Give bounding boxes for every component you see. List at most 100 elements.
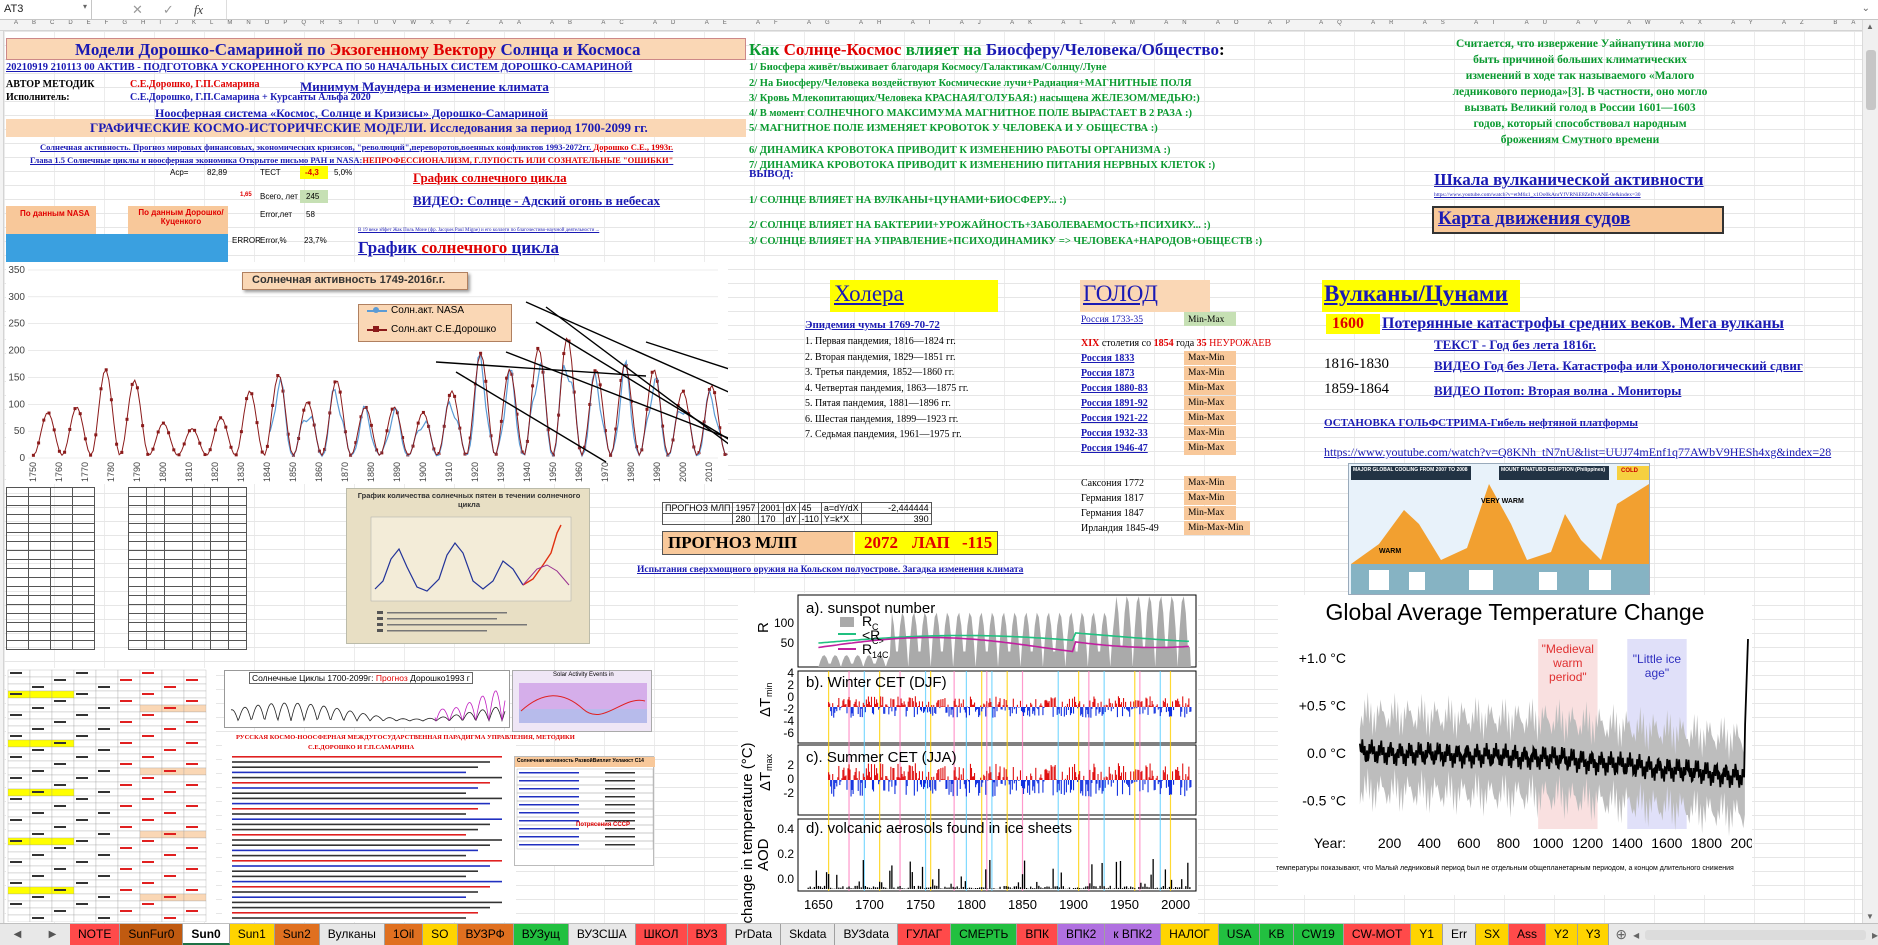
- next-sheet-icon[interactable]: ▶: [48, 929, 57, 940]
- tab-31[interactable]: Y3: [1577, 924, 1610, 945]
- cet-legend-item: <R: [862, 627, 880, 643]
- volcano-scale-link[interactable]: Шкала вулканической активности: [1434, 170, 1704, 189]
- noosphere-link[interactable]: Ноосферная система «Космос, Солнце и Кри…: [155, 106, 548, 120]
- tab-22[interactable]: USA: [1218, 924, 1261, 945]
- exec-value: С.Е.Дорошко, Г.П.Самарина + Курсанты Аль…: [130, 92, 371, 103]
- video-link[interactable]: ВИДЕО: Солнце - Адский огонь в небесах: [413, 193, 661, 208]
- famine-country[interactable]: Россия 1921-22: [1081, 413, 1148, 424]
- ship-map-link[interactable]: Карта движения судов: [1438, 208, 1631, 229]
- horizontal-scrollbar[interactable]: ⊕ ◂ ▸: [1609, 924, 1878, 945]
- tab-23[interactable]: KB: [1260, 924, 1294, 945]
- maunder-link[interactable]: Минимум Маундера и изменение климата: [300, 79, 549, 94]
- tab-3[interactable]: Sun1: [229, 924, 275, 945]
- expand-formula-icon[interactable]: ⌄: [1861, 3, 1870, 14]
- chevron-down-icon[interactable]: ▾: [82, 2, 87, 11]
- forecast-big-val: -115: [962, 533, 993, 552]
- tab-6[interactable]: 1Oil: [384, 924, 424, 945]
- plague-link[interactable]: Эпидемия чумы 1769-70-72: [805, 319, 940, 331]
- tab-27[interactable]: Err: [1442, 924, 1476, 945]
- cet-legend-item: R: [862, 613, 872, 629]
- tab-18[interactable]: ВПК: [1017, 924, 1058, 945]
- scroll-down-icon[interactable]: ▼: [1866, 912, 1874, 921]
- tab-13[interactable]: PrData: [726, 924, 782, 945]
- tab-4[interactable]: Sun2: [274, 924, 320, 945]
- gulfstream-link[interactable]: ОСТАНОВКА ГОЛЬФСТРИМА-Гибель нефтяной пл…: [1324, 417, 1638, 429]
- influence-item: 6/ ДИНАМИКА КРОВОТОКА ПРИВОДИТ К ИЗМЕНЕН…: [749, 145, 1171, 156]
- tab-21[interactable]: НАЛОГ: [1161, 924, 1219, 945]
- solar-cycle-link-2[interactable]: График солнечного цикла: [358, 238, 559, 257]
- column-headers: ABCDEFGHIJKLMNOPQRSTUVWXYZ AA AB AC AD A…: [0, 20, 1862, 31]
- cholera-title[interactable]: Холера: [834, 281, 904, 306]
- name-box[interactable]: AT3 ▾: [0, 0, 92, 19]
- function-icon[interactable]: fx: [193, 2, 204, 17]
- sunspot-thumb-graphic: [370, 516, 572, 632]
- famine-russia-1733[interactable]: Россия 1733-35: [1081, 315, 1143, 325]
- tab-16[interactable]: ГУЛАГ: [898, 924, 952, 945]
- solar-cycle-link[interactable]: График солнечного цикла: [413, 170, 567, 185]
- confirm-icon[interactable]: ✓: [162, 2, 174, 17]
- tab-12[interactable]: ВУЗ: [687, 924, 727, 945]
- tab-14[interactable]: Skdata: [781, 924, 836, 945]
- hscroll-thumb[interactable]: [1645, 929, 1866, 940]
- volcano-url[interactable]: https://www.youtube.com/watch?v=etM6z1_x…: [1434, 192, 1641, 198]
- chapter-link[interactable]: Глава 1.5 Солнечные циклы и ноосферная э…: [30, 155, 674, 165]
- tab-7[interactable]: SO: [423, 924, 458, 945]
- tab-8[interactable]: ВУЗРФ: [457, 924, 514, 945]
- vertical-scrollbar[interactable]: ▲ ▼: [1862, 20, 1878, 923]
- tab-26[interactable]: Y1: [1411, 924, 1443, 945]
- scroll-up-icon[interactable]: ▲: [1866, 22, 1874, 31]
- famine-country[interactable]: Россия 1873: [1081, 368, 1135, 379]
- famine-country[interactable]: Россия 1833: [1081, 353, 1135, 364]
- forecast-b: 2001: [757, 502, 784, 514]
- year-1859: 1859-1864: [1324, 381, 1389, 397]
- tab-25[interactable]: CW-МОТ: [1343, 924, 1412, 945]
- cet-b-tick: 2: [787, 678, 794, 692]
- cholera-item: 3. Третья пандемия, 1852—1860 гг.: [805, 367, 955, 378]
- tab-15[interactable]: ВУЗdata: [835, 924, 899, 945]
- add-sheet-icon[interactable]: ⊕: [1615, 926, 1628, 942]
- tab-10[interactable]: ВУЗСША: [568, 924, 636, 945]
- famine-country[interactable]: Россия 1891-92: [1081, 398, 1148, 409]
- famine-country[interactable]: Россия 1880-83: [1081, 383, 1148, 394]
- summerless-video-link[interactable]: ВИДЕО Год без Лета. Катастрофа или Хроно…: [1434, 358, 1803, 373]
- tab-0[interactable]: NOTE: [70, 924, 121, 945]
- prev-sheet-icon[interactable]: ◀: [13, 929, 22, 940]
- famine-title[interactable]: ГОЛОД: [1083, 281, 1158, 306]
- doc-side-table: Солнечная активность РазвойВиплит Уклаюс…: [514, 756, 655, 866]
- tab-1[interactable]: SunFur0: [120, 924, 184, 945]
- tab-24[interactable]: CW19: [1293, 924, 1344, 945]
- famine-country[interactable]: Россия 1932-33: [1081, 428, 1148, 439]
- tab-9[interactable]: ВУЗущ: [513, 924, 569, 945]
- cancel-icon[interactable]: ✕: [132, 2, 143, 17]
- doc-thumb-graphic: [232, 756, 502, 919]
- acp-value: 82,89: [207, 168, 228, 177]
- page-title: Модели Дорошко-Самариной по Экзогенному …: [75, 40, 641, 59]
- forecast-v45: 45: [798, 502, 822, 514]
- crisis-link[interactable]: Солнечная активность. Прогноз мировых фи…: [40, 142, 674, 152]
- flood-video-link[interactable]: ВИДЕО Потоп: Вторая волна . Мониторы: [1434, 383, 1682, 398]
- scroll-thumb[interactable]: [1866, 50, 1876, 110]
- lost-catastrophes-link[interactable]: Потерянные катастрофы средних веков. Мег…: [1382, 315, 1785, 332]
- scroll-right-icon[interactable]: ▸: [1871, 927, 1878, 942]
- tab-2[interactable]: Sun0: [183, 924, 230, 945]
- tab-20[interactable]: к ВПК2: [1105, 924, 1162, 945]
- famine-country[interactable]: Россия 1946-47: [1081, 443, 1148, 454]
- solar-xtick: 1890: [392, 462, 402, 482]
- formula-input[interactable]: [228, 0, 1858, 19]
- tab-11[interactable]: ШКОЛ: [635, 924, 688, 945]
- course-link[interactable]: 20210919 210113 00 АКТИВ - ПОДГОТОВКА УС…: [6, 62, 633, 73]
- tab-17[interactable]: СМЕРТЬ: [951, 924, 1018, 945]
- summerless-text-link[interactable]: ТЕКСТ - Год без лета 1816г.: [1434, 337, 1597, 352]
- volcano-title[interactable]: Вулканы/Цунами: [1324, 281, 1508, 306]
- youtube-link[interactable]: https://www.youtube.com/watch?v=Q8KNh_tN…: [1324, 445, 1832, 459]
- tab-28[interactable]: SX: [1475, 924, 1509, 945]
- famine-type-cell: [1184, 476, 1236, 490]
- tiny-note[interactable]: В 19 веке эйфет Жак Поль Моне (фр. Jacqu…: [358, 228, 600, 233]
- kola-link[interactable]: Испытания сверхмощного оружия на Кольско…: [637, 565, 1024, 575]
- tab-30[interactable]: Y2: [1546, 924, 1578, 945]
- tab-19[interactable]: ВПК2: [1057, 924, 1106, 945]
- tab-29[interactable]: Ass: [1508, 924, 1546, 945]
- scroll-left-icon[interactable]: ◂: [1633, 927, 1640, 942]
- tab-5[interactable]: Вулканы: [319, 924, 385, 945]
- solar-xtick: 1960: [574, 462, 584, 482]
